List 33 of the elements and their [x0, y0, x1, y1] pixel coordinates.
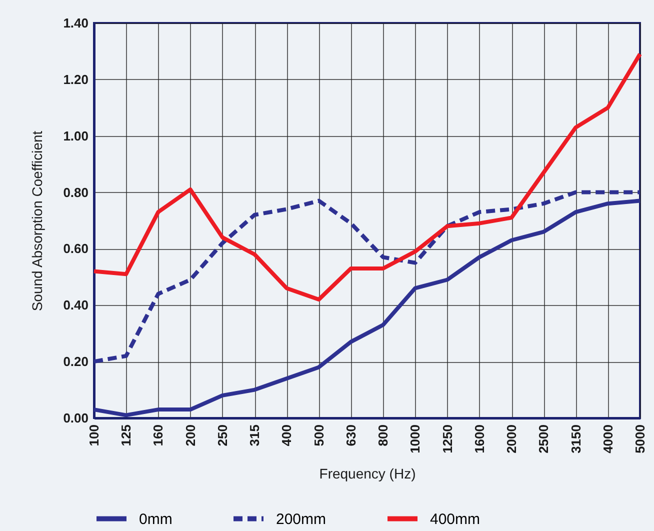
x-tick-label: 250 — [214, 424, 230, 446]
legend-label: 0mm — [139, 510, 172, 528]
x-tick-label: 2500 — [536, 424, 552, 454]
y-tick-label: 1.20 — [63, 72, 88, 87]
x-axis-title: Frequency (Hz) — [319, 465, 416, 482]
line-series — [92, 52, 642, 302]
y-tick-label: 0.60 — [63, 241, 88, 256]
x-tick-label: 3150 — [568, 424, 584, 454]
y-tick-label: 1.00 — [63, 128, 88, 144]
x-tick-label: 1250 — [440, 424, 455, 454]
x-tick-label: 1000 — [408, 424, 423, 454]
x-tick-label: 630 — [343, 424, 358, 446]
x-tick-label: 4000 — [600, 424, 616, 454]
legend-label: 200mm — [276, 510, 326, 528]
x-tick-label: 125 — [118, 424, 134, 446]
x-tick-label: 100 — [86, 424, 102, 446]
x-tick-label: 5000 — [632, 424, 648, 454]
y-tick-label: 0.00 — [63, 410, 88, 426]
legend-label: 400mm — [430, 510, 480, 528]
x-tick-label: 315 — [247, 424, 262, 446]
x-tick-label: 500 — [311, 424, 326, 446]
y-tick-label: 1.40 — [63, 16, 88, 30]
x-tick-label: 800 — [376, 424, 391, 446]
y-tick-label: 0.40 — [63, 298, 88, 313]
x-tick-label: 400 — [279, 424, 294, 446]
y-tick-label: 0.80 — [63, 184, 88, 200]
line-series — [92, 190, 642, 364]
y-tick-label: 0.20 — [63, 354, 88, 370]
x-tick-label: 2000 — [504, 424, 520, 454]
x-tick-label: 160 — [150, 424, 166, 446]
x-tick-label: 1600 — [472, 424, 487, 454]
y-axis-title: Sound Absorption Coefficient — [29, 130, 46, 312]
x-tick-label: 200 — [182, 424, 198, 446]
